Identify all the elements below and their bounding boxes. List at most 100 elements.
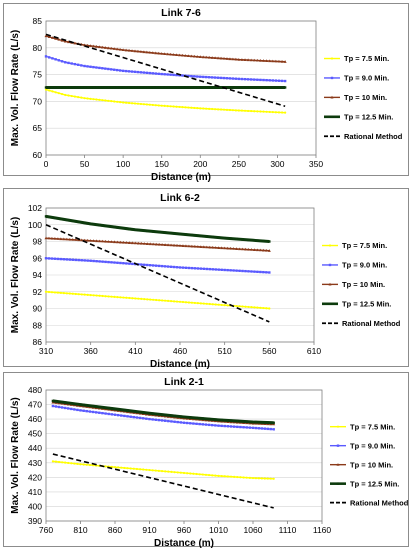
series-marker (92, 223, 95, 226)
series-marker (260, 86, 263, 89)
series-marker (95, 294, 98, 297)
series-marker (164, 299, 167, 302)
series-marker (175, 232, 179, 235)
series-marker (139, 102, 143, 106)
series-marker (101, 67, 104, 70)
series-marker (247, 270, 250, 273)
series-marker (196, 234, 200, 237)
series-marker (74, 292, 77, 296)
series-marker (160, 264, 164, 268)
series-marker (198, 55, 202, 59)
series-marker (170, 420, 173, 423)
series-marker (259, 110, 262, 113)
series-marker (274, 79, 278, 82)
series-marker (283, 60, 287, 63)
series-marker (57, 400, 61, 403)
series-marker (148, 242, 152, 246)
series-marker (142, 417, 145, 420)
series-marker (271, 59, 275, 63)
series-marker (54, 405, 58, 408)
series-marker (98, 411, 101, 414)
series-marker (154, 242, 158, 246)
series-marker (254, 420, 258, 424)
chart-panel-frame (3, 3, 409, 176)
series-marker (98, 260, 101, 263)
y-tick-label: 420 (28, 472, 42, 482)
series-marker (268, 79, 271, 82)
series-marker (92, 239, 96, 242)
series-marker (241, 238, 244, 241)
series-marker (134, 297, 137, 300)
series-marker (71, 219, 74, 223)
y-tick-label: 430 (28, 458, 42, 468)
series-marker (246, 78, 250, 81)
series-marker (236, 419, 239, 423)
series-marker (257, 421, 261, 424)
series-marker (182, 421, 186, 424)
series-marker (140, 297, 143, 300)
series-marker (258, 248, 262, 252)
legend-label: Tp = 12.5 Min. (350, 479, 399, 488)
series-marker (132, 467, 135, 470)
y-tick-label: 450 (28, 429, 42, 439)
series-marker (259, 239, 262, 243)
series-marker (176, 86, 179, 89)
series-marker (176, 420, 179, 424)
series-marker (88, 410, 92, 413)
series-marker (265, 59, 269, 62)
series-marker (201, 473, 204, 476)
series-marker (253, 270, 256, 273)
series-marker (205, 245, 209, 249)
series-marker (259, 78, 262, 82)
series-marker (135, 416, 139, 419)
series-marker (79, 409, 82, 412)
series-marker (68, 237, 72, 241)
series-marker (217, 418, 220, 422)
series-marker (95, 66, 98, 69)
series-marker (151, 469, 154, 472)
series-marker (130, 49, 134, 52)
series-marker (62, 86, 66, 89)
series-marker (249, 248, 253, 251)
series-marker (254, 426, 258, 430)
series-marker (148, 468, 151, 472)
series-marker (271, 86, 275, 89)
series-marker (233, 86, 236, 89)
series-marker (116, 413, 120, 417)
series-marker (64, 461, 67, 464)
series-marker (226, 475, 230, 478)
series-marker (98, 405, 101, 409)
chart-panel-frame (3, 188, 409, 367)
x-tick-label: 350 (309, 159, 323, 169)
series-marker (64, 93, 67, 97)
series-marker (163, 73, 166, 76)
series-marker (94, 411, 98, 414)
series-marker (139, 71, 143, 74)
series-marker (181, 244, 185, 247)
series-marker (152, 86, 155, 89)
series-marker (250, 306, 253, 309)
series-marker (47, 35, 51, 39)
series-marker (175, 53, 179, 57)
legend-marker (330, 57, 334, 60)
series-marker (85, 463, 88, 466)
series-marker (265, 78, 268, 82)
series-marker (184, 244, 188, 248)
series-marker (67, 61, 70, 65)
series-marker (226, 237, 229, 240)
series-marker (135, 467, 139, 471)
x-tick-label: 960 (177, 525, 191, 535)
series-marker (204, 55, 208, 59)
series-marker (136, 70, 140, 74)
series-marker (256, 110, 259, 113)
series-marker (126, 415, 129, 418)
series-marker (60, 406, 64, 409)
series-marker (169, 73, 172, 76)
series-marker (179, 415, 183, 418)
series-marker (143, 86, 146, 89)
series-marker (68, 258, 72, 261)
legend-label: Tp = 12.5 Min. (344, 113, 393, 122)
series-marker (56, 257, 60, 261)
x-tick-label: 300 (270, 159, 284, 169)
series-marker (74, 238, 78, 241)
